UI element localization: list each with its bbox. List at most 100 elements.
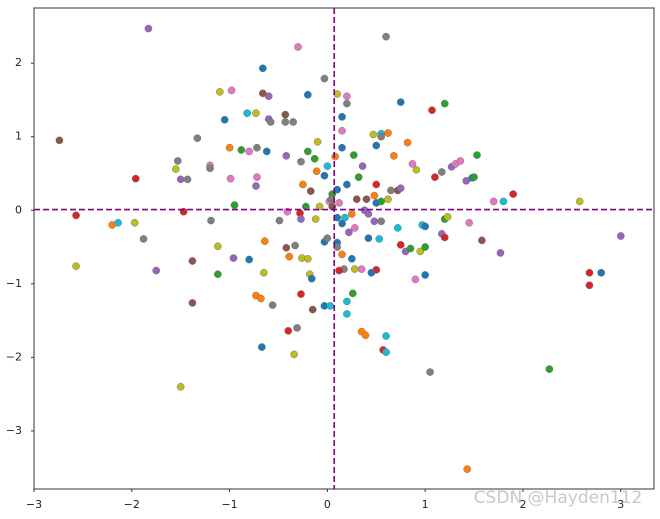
point <box>304 254 312 263</box>
point <box>465 218 473 227</box>
point <box>290 350 298 359</box>
point <box>421 271 429 279</box>
x-tick-label: 3 <box>617 498 624 511</box>
x-tick-label: −2 <box>124 498 140 511</box>
point <box>282 243 291 252</box>
point <box>335 266 343 275</box>
point <box>226 174 235 183</box>
point <box>358 162 367 170</box>
y-tick-label: −1 <box>6 277 22 290</box>
point <box>259 64 267 73</box>
point <box>220 115 229 124</box>
point <box>294 43 302 51</box>
point <box>281 118 290 126</box>
point <box>345 228 353 237</box>
point <box>260 268 268 277</box>
point <box>396 98 405 106</box>
point <box>338 143 346 152</box>
point <box>364 210 373 218</box>
point <box>338 127 346 135</box>
point <box>462 177 471 185</box>
point <box>456 157 465 165</box>
point <box>338 250 346 259</box>
point <box>304 90 312 99</box>
y-tick-label: −2 <box>6 350 22 363</box>
point <box>338 219 346 228</box>
point <box>428 106 436 115</box>
point <box>214 242 222 251</box>
point <box>357 265 366 273</box>
point <box>343 92 351 101</box>
point <box>214 270 222 279</box>
point <box>403 138 412 147</box>
point <box>72 262 80 270</box>
point <box>426 368 434 376</box>
point <box>372 141 381 150</box>
point <box>396 184 405 192</box>
point <box>509 190 517 198</box>
point <box>406 244 415 253</box>
point <box>416 247 425 256</box>
point <box>331 152 339 161</box>
point <box>545 365 554 373</box>
point <box>315 202 324 211</box>
x-tick-label: 0 <box>324 498 331 511</box>
point <box>470 173 478 181</box>
point <box>253 173 261 181</box>
point <box>291 241 299 250</box>
point <box>489 197 498 206</box>
point <box>176 175 185 184</box>
point <box>262 147 271 156</box>
point <box>370 217 379 226</box>
point <box>350 224 359 232</box>
point <box>293 324 301 332</box>
point <box>326 302 335 310</box>
point <box>173 157 182 165</box>
watermark: CSDN @Hayden112 <box>474 488 643 508</box>
point <box>408 160 417 168</box>
point <box>431 173 439 181</box>
point <box>372 180 381 189</box>
point <box>299 180 307 189</box>
point <box>390 152 398 160</box>
y-tick-label: 2 <box>15 56 22 69</box>
point <box>323 234 332 243</box>
y-tick-label: 1 <box>15 130 22 143</box>
point <box>382 332 390 340</box>
point <box>55 136 64 145</box>
point <box>313 138 322 146</box>
point <box>245 147 253 156</box>
point <box>370 191 379 200</box>
point <box>585 268 594 277</box>
point <box>297 215 305 223</box>
point <box>377 197 385 206</box>
point <box>585 281 594 290</box>
y-tick-label: −3 <box>6 424 22 437</box>
point <box>188 299 197 307</box>
point <box>282 152 291 160</box>
y-tick-label: 0 <box>15 203 22 216</box>
point <box>320 171 329 180</box>
x-tick-label: −3 <box>26 498 42 511</box>
point <box>384 195 392 204</box>
point <box>349 151 358 159</box>
point <box>131 174 140 183</box>
point <box>384 129 392 137</box>
point <box>369 130 378 139</box>
point <box>144 24 153 33</box>
point <box>114 218 122 227</box>
point <box>225 143 234 152</box>
point <box>382 32 390 41</box>
point <box>443 213 452 221</box>
point <box>289 118 297 126</box>
point <box>306 187 315 195</box>
point <box>364 234 373 243</box>
point <box>440 233 449 242</box>
point <box>207 216 215 225</box>
point <box>377 132 385 141</box>
point <box>382 348 390 357</box>
point <box>478 236 486 245</box>
point <box>183 175 192 184</box>
point <box>281 110 290 119</box>
point <box>335 199 343 207</box>
